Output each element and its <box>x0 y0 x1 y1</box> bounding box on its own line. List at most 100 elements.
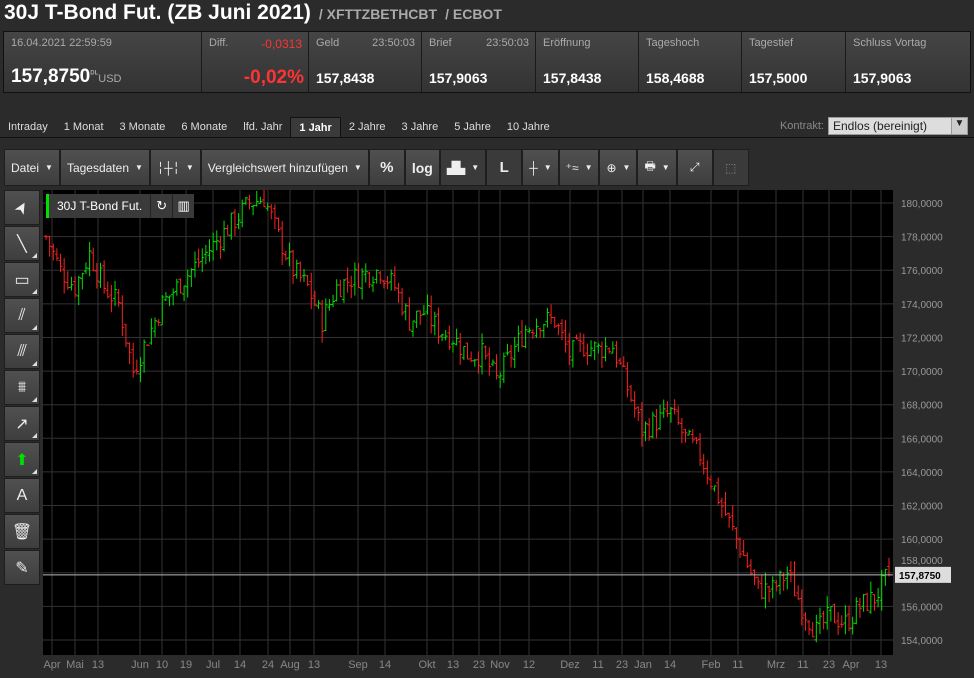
ohlc-bar <box>378 271 383 284</box>
parallel-tool[interactable]: ⫻ <box>4 334 40 369</box>
interval-menu-button[interactable]: Tagesdaten ▼ <box>59 149 150 186</box>
tab-6-monate[interactable]: 6 Monate <box>181 121 228 133</box>
tab-2-jahre[interactable]: 2 Jahre <box>348 121 386 133</box>
fan-tool[interactable]: ⫽ <box>4 298 40 333</box>
line-tool[interactable]: ╲ <box>4 226 40 261</box>
ohlc-bar <box>461 345 466 360</box>
ohlc-bar <box>480 333 485 375</box>
eraser-tool[interactable]: ✎ <box>4 550 40 585</box>
crosshair-icon: ┼ <box>529 160 538 175</box>
cursor-tool[interactable]: ➤ <box>4 190 40 225</box>
rectangle-tool[interactable]: ▭ <box>4 262 40 297</box>
arrow-line-tool[interactable]: ↗ <box>4 406 40 441</box>
x-tick-label: 13 <box>308 659 320 671</box>
ohlc-bar <box>301 268 306 282</box>
ohlc-bar <box>432 311 437 336</box>
indicator-button[interactable]: ▟▙ ▼ <box>439 149 487 186</box>
tab-3-monate[interactable]: 3 Monate <box>119 121 166 133</box>
chart-type-button[interactable]: ╎┼╎ ▼ <box>149 149 201 186</box>
submenu-indicator <box>32 325 37 330</box>
series-settings-icon[interactable]: ▥ <box>172 194 194 218</box>
quote-panel: 16.04.2021 22:59:59 157,8750DLUSD Diff. … <box>3 31 971 93</box>
ohlc-bar <box>545 307 550 328</box>
ohlc-bar <box>839 615 844 628</box>
last-price-cell: 16.04.2021 22:59:59 157,8750DLUSD <box>4 32 202 92</box>
ohlc-bar <box>501 352 506 383</box>
tab-5-jahre[interactable]: 5 Jahre <box>454 121 491 133</box>
ohlc-bar <box>287 242 292 267</box>
refresh-icon[interactable]: ↻ <box>150 194 172 218</box>
ohlc-bar <box>556 323 561 336</box>
file-menu-button[interactable]: Datei ▼ <box>4 149 60 186</box>
ohlc-bar <box>94 262 99 289</box>
ohlc-bar <box>389 269 394 291</box>
x-tick-label: 11 <box>797 659 808 671</box>
zoom-button[interactable]: ⊕ ▼ <box>599 149 638 186</box>
percent-button[interactable]: % <box>368 149 405 186</box>
x-tick-label: Jun <box>131 659 149 671</box>
tab-1-jahr[interactable]: 1 Jahr <box>290 117 341 137</box>
ohlc-bar <box>836 612 841 635</box>
ohlc-bar <box>748 559 753 576</box>
tab-1-monat[interactable]: 1 Monat <box>63 121 104 133</box>
ohlc-bar <box>668 407 673 423</box>
ohlc-bar <box>596 342 601 354</box>
tab-lfd-jahr[interactable]: lfd. Jahr <box>243 121 283 133</box>
ohlc-bar <box>643 421 648 442</box>
ohlc-bar <box>450 340 455 353</box>
chart-snapshot-button[interactable]: ⬚ <box>712 149 749 186</box>
crosshair-button[interactable]: ┼ ▼ <box>522 149 559 186</box>
add-indicator-button[interactable]: ⁺≈ ▼ <box>558 149 600 186</box>
ohlc-icon: ╎┼╎ <box>156 160 180 175</box>
tab-intraday[interactable]: Intraday <box>8 121 48 133</box>
ohlc-bar <box>745 552 750 569</box>
ohlc-bar <box>363 263 368 283</box>
ohlc-bar <box>541 323 546 338</box>
log-button[interactable]: log <box>404 149 440 186</box>
x-tick-label: Apr <box>842 659 859 671</box>
submenu-indicator <box>32 433 37 438</box>
ohlc-bar <box>770 576 775 599</box>
x-tick-label: 23 <box>823 659 835 671</box>
submenu-indicator <box>32 361 37 366</box>
ohlc-bar <box>803 612 808 631</box>
ohlc-bar <box>868 581 873 614</box>
y-tick-label: 168,0000 <box>901 401 943 412</box>
high-cell: Tageshoch 158,4688 <box>639 32 742 92</box>
ohlc-bar <box>283 250 288 261</box>
chart-toolbar: Datei ▼ Tagesdaten ▼ ╎┼╎ ▼ Vergleichswert h… <box>4 149 749 186</box>
series-color-marker <box>46 194 49 218</box>
print-button[interactable]: 🖶 ▼ <box>637 149 677 186</box>
fibonacci-tool[interactable]: ⩩ <box>4 370 40 405</box>
ohlc-bar <box>258 196 263 204</box>
fullscreen-button[interactable]: ⤢ <box>676 149 713 186</box>
diff-percent: -0,02% <box>243 67 304 88</box>
x-tick-label: Aug <box>280 659 300 671</box>
text-tool[interactable]: A <box>4 478 40 513</box>
y-tick-label: 162,0000 <box>901 502 943 513</box>
ohlc-bar <box>127 342 132 364</box>
ohlc-bar <box>679 417 684 444</box>
add-comparison-button[interactable]: Vergleichswert hinzufügen ▼ <box>200 149 369 186</box>
ohlc-bar <box>272 204 277 229</box>
tab-10-jahre[interactable]: 10 Jahre <box>506 121 550 133</box>
up-arrow-tool[interactable]: ⬆ <box>4 442 40 477</box>
high-label: Tageshoch <box>646 37 700 49</box>
ohlc-bar <box>614 341 619 368</box>
trash-tool[interactable]: 🗑 <box>4 514 40 549</box>
ohlc-bar <box>167 295 172 307</box>
ohlc-bar <box>269 204 274 220</box>
ohlc-bar <box>305 274 310 287</box>
diff-absolute: -0,0313 <box>261 37 302 51</box>
ohlc-bar <box>291 249 296 284</box>
contract-dropdown[interactable]: Endlos (bereinigt) ▼ <box>828 117 968 135</box>
ohlc-bar <box>429 295 434 334</box>
last-price-label: 157,8750 <box>899 571 941 582</box>
ohlc-bar <box>476 351 481 374</box>
line-button[interactable]: L <box>486 149 523 186</box>
ohlc-bar <box>661 399 666 418</box>
tab-3-jahre[interactable]: 3 Jahre <box>401 121 439 133</box>
ohlc-bar <box>716 477 721 505</box>
ohlc-bar <box>410 320 415 337</box>
